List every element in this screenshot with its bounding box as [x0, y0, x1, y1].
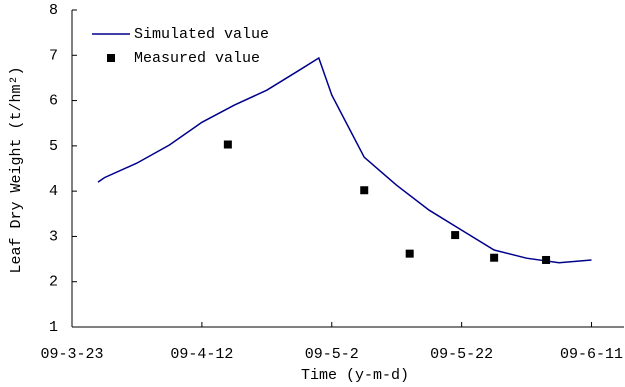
marker [405, 249, 414, 258]
x-tick-label: 09-4-12 [170, 346, 233, 363]
y-tick-label: 3 [49, 228, 58, 245]
legend-label: Measured value [134, 50, 260, 67]
marker [451, 231, 460, 240]
x-tick-label: 09-3-23 [40, 346, 103, 363]
marker [360, 186, 369, 195]
y-tick-label: 4 [49, 183, 58, 200]
marker [542, 255, 551, 264]
legend-marker [107, 54, 115, 62]
y-tick-label: 1 [49, 319, 58, 336]
x-tick-label: 09-5-22 [430, 346, 493, 363]
y-tick-label: 6 [49, 93, 58, 110]
x-tick-label: 09-6-11 [560, 346, 623, 363]
y-tick-label: 7 [49, 47, 58, 64]
marker [223, 140, 232, 149]
y-axis-label: Leaf Dry Weight (t/hm²) [8, 66, 25, 273]
x-axis-label: Time (y-m-d) [301, 367, 409, 384]
legend-label: Simulated value [134, 26, 269, 43]
y-tick-label: 5 [49, 138, 58, 155]
x-tick-label: 09-5-2 [305, 346, 359, 363]
y-tick-label: 2 [49, 274, 58, 291]
marker [490, 253, 499, 262]
line-series [97, 56, 592, 264]
y-tick-label: 8 [49, 2, 58, 19]
